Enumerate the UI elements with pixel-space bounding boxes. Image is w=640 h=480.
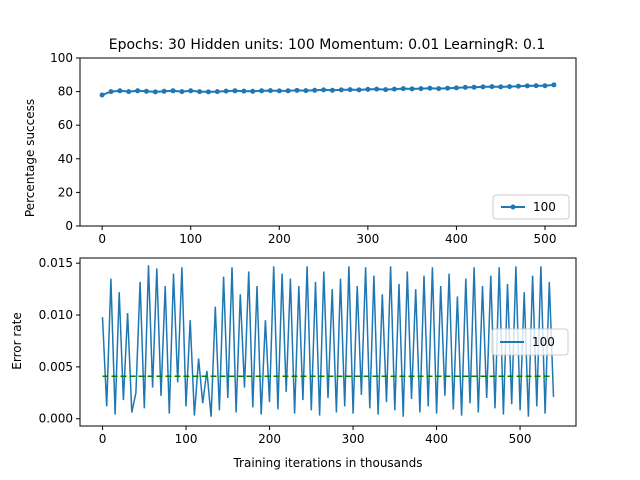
data-point <box>329 87 335 93</box>
x-tick-label: 400 <box>445 232 468 246</box>
data-point <box>418 86 424 92</box>
data-point <box>135 88 141 94</box>
data-point <box>462 84 468 90</box>
data-point <box>338 87 344 93</box>
data-point <box>250 88 256 94</box>
data-point <box>498 84 504 90</box>
x-tick-label: 100 <box>179 232 202 246</box>
y-tick-label: 80 <box>58 85 73 99</box>
y-tick-label: 0.005 <box>39 360 73 374</box>
data-point <box>285 88 291 94</box>
y-tick-label: 0.015 <box>39 256 73 270</box>
data-point <box>533 83 539 89</box>
x-tick-label: 0 <box>98 232 106 246</box>
top-plot-frame <box>79 57 577 227</box>
data-point <box>276 88 282 94</box>
x-tick-label: 400 <box>425 432 448 446</box>
data-point <box>205 89 211 95</box>
x-tick-label: 300 <box>356 232 379 246</box>
data-point <box>179 89 185 95</box>
data-point <box>383 87 389 93</box>
data-point <box>241 88 247 94</box>
legend-marker <box>510 204 516 210</box>
data-point <box>143 88 149 94</box>
data-point <box>542 83 548 89</box>
y-tick-label: 0.010 <box>39 308 73 322</box>
y-tick-label: 20 <box>58 185 73 199</box>
bottom-legend: 100 <box>491 328 569 356</box>
data-point <box>427 85 433 91</box>
data-point <box>489 84 495 90</box>
figure-title: Epochs: 30 Hidden units: 100 Momentum: 0… <box>109 37 546 53</box>
bottom-xlabel: Training iterations in thousands <box>232 456 422 470</box>
data-point <box>374 86 380 92</box>
legend-box <box>492 194 570 220</box>
bottom-plot-frame <box>79 257 577 427</box>
data-point <box>223 88 229 94</box>
data-point <box>453 85 459 91</box>
data-point <box>188 88 194 94</box>
x-tick-label: 100 <box>175 432 198 446</box>
data-point <box>436 86 442 92</box>
data-point <box>551 82 557 88</box>
data-point <box>99 92 105 98</box>
data-point <box>117 88 123 94</box>
x-tick-label: 200 <box>258 432 281 446</box>
data-point <box>507 84 513 90</box>
top-axes: 0 100 200 300 400 500 0 20 40 60 80 100 100 <box>50 51 577 246</box>
x-tick-label: 500 <box>534 232 557 246</box>
bottom-ylabel: Error rate <box>10 312 24 369</box>
data-point <box>126 89 132 95</box>
legend-label: 100 <box>533 200 556 214</box>
data-point <box>356 87 362 93</box>
data-point <box>214 89 220 95</box>
data-point <box>161 88 167 94</box>
data-point <box>321 87 327 93</box>
data-point <box>267 88 273 94</box>
data-point <box>365 86 371 92</box>
series-line-100 <box>101 265 555 417</box>
data-point <box>480 84 486 90</box>
legend-box <box>491 328 569 356</box>
y-tick-label: 60 <box>58 118 73 132</box>
data-point <box>312 87 318 93</box>
data-point <box>445 85 451 91</box>
data-point <box>152 89 158 95</box>
y-tick-label: 40 <box>58 152 73 166</box>
top-legend: 100 <box>492 194 570 220</box>
data-point <box>303 88 309 94</box>
data-point <box>400 86 406 92</box>
y-tick-label: 0.000 <box>39 412 73 426</box>
data-point <box>170 88 176 94</box>
y-tick-label: 100 <box>50 51 73 65</box>
data-point <box>347 87 353 93</box>
data-point <box>108 89 114 95</box>
data-point <box>391 86 397 92</box>
data-point <box>524 83 530 89</box>
data-point <box>197 89 203 95</box>
x-tick-label: 500 <box>509 432 532 446</box>
x-tick-label: 300 <box>342 432 365 446</box>
top-ylabel: Percentage success <box>23 99 37 217</box>
x-tick-label: 200 <box>268 232 291 246</box>
y-tick-label: 0 <box>65 219 73 233</box>
data-point <box>471 84 477 90</box>
data-point <box>409 86 415 92</box>
data-point <box>294 87 300 93</box>
series-line-100 <box>101 83 554 96</box>
data-point <box>232 88 238 94</box>
legend-label: 100 <box>532 335 555 349</box>
data-point <box>515 83 521 89</box>
data-point <box>259 88 265 94</box>
x-tick-label: 0 <box>99 432 107 446</box>
bottom-axes: 0 100 200 300 400 500 0.000 0.005 0.010 0.015 100 <box>39 256 577 446</box>
